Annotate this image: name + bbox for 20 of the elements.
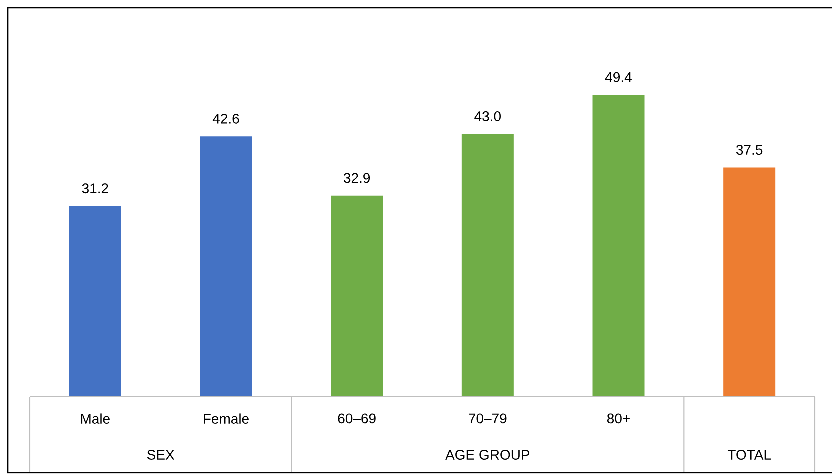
text: AGE GROUP (446, 450, 530, 460)
bar (592, 95, 645, 398)
x-tick-label: 70–79 (469, 414, 507, 424)
x-tick-label: 60–69 (338, 414, 376, 424)
text: SEX (147, 450, 175, 460)
bar (331, 196, 384, 398)
data-label: 43.0 (474, 112, 501, 122)
x-tick-label: 80+ (607, 414, 630, 424)
x-tick-label: Male (81, 414, 110, 424)
data-label: 37.5 (736, 145, 763, 156)
bar (462, 134, 514, 398)
data-label: 49.4 (605, 72, 632, 82)
data-label: 42.6 (212, 114, 240, 124)
bar (200, 136, 252, 398)
bar (724, 168, 776, 398)
bar (69, 206, 122, 398)
data-label: 31.2 (82, 184, 108, 194)
data-label: 32.9 (344, 173, 370, 184)
x-tick-label: Female (204, 414, 249, 424)
text: TOTAL (728, 450, 772, 460)
